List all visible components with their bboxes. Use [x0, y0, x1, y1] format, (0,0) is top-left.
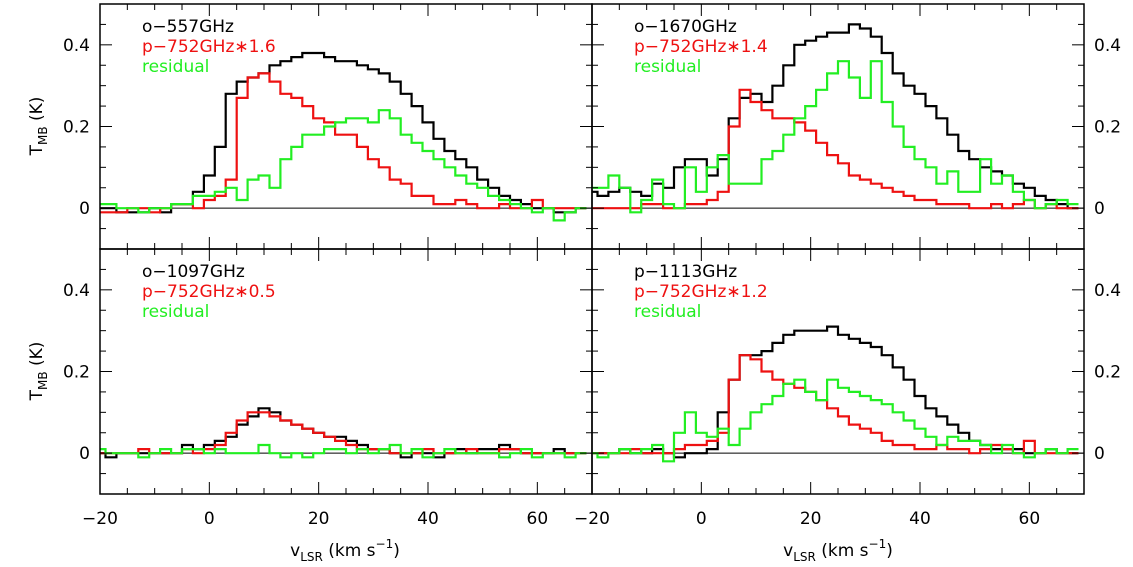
y-tick-label: 0: [1094, 199, 1105, 219]
series-line-red: [592, 354, 1079, 455]
y-tick-label: 0: [79, 444, 90, 464]
panels-layer: 00.20.4o−557GHzp−752GHz∗1.6residual00.20…: [63, 3, 1121, 529]
legend-entry: residual: [142, 57, 209, 77]
series-line-green: [100, 109, 587, 222]
series-line-green: [100, 443, 587, 459]
legend-entry: p−752GHz∗0.5: [142, 282, 276, 302]
legend-entry: residual: [634, 57, 701, 77]
y-tick-label: 0.2: [1094, 363, 1121, 383]
legend-entry: o−557GHz: [142, 17, 234, 37]
legend-entry: residual: [142, 302, 209, 322]
x-tick-label: 0: [204, 509, 215, 529]
legend-entry: p−752GHz∗1.4: [634, 37, 768, 57]
y-tick-label: 0.2: [1094, 118, 1121, 138]
x-tick-label: 0: [696, 509, 707, 529]
x-tick-label: 40: [909, 509, 931, 529]
legend-entry: p−752GHz∗1.2: [634, 282, 768, 302]
panel-bottom-left: 0 0.2 0.4 −20 0 20 40 60 o−1097GHzp−752GHz∗0.5re…: [63, 248, 593, 529]
series-line-black: [592, 325, 1079, 459]
x-axis-title: vLSR (km s−1): [290, 537, 400, 564]
x-axis-title: vLSR (km s−1): [783, 537, 893, 564]
y-tick-label: 0: [1094, 444, 1105, 464]
y-axis-title: TMB (K): [27, 97, 50, 157]
legend-entry: p−752GHz∗1.6: [142, 37, 276, 57]
x-tick-label: 60: [1019, 509, 1041, 529]
series-line-red: [592, 88, 1079, 210]
legend-entry: residual: [634, 302, 701, 322]
y-axis-title: TMB (K): [27, 342, 50, 402]
legend-entry: o−1670GHz: [634, 17, 737, 37]
x-tick-label: 40: [417, 509, 439, 529]
series-line-green: [592, 60, 1079, 214]
y-tick-label: 0.4: [63, 36, 90, 56]
y-tick-label: 0: [79, 199, 90, 219]
x-tick-label: −20: [574, 509, 610, 529]
x-tick-label: 20: [800, 509, 822, 529]
x-tick-label: 60: [527, 509, 549, 529]
y-tick-label: 0.4: [1094, 281, 1121, 301]
series-line-black: [592, 23, 1079, 210]
legend-entry: p−1113GHz: [634, 262, 737, 282]
x-tick-label: 20: [308, 509, 330, 529]
y-tick-label: 0.4: [63, 281, 90, 301]
series-line-red: [100, 72, 587, 214]
panel-bottom-right: 0 0.2 0.4 −20 0 20 40 60 p−1113GHzp−752GHz∗1.2re…: [574, 248, 1121, 529]
series-line-green: [592, 378, 1079, 463]
legend-entry: o−1097GHz: [142, 262, 245, 282]
y-tick-label: 0.2: [63, 118, 90, 138]
series-line-red: [100, 411, 587, 455]
x-tick-label: −20: [82, 509, 118, 529]
y-tick-label: 0.2: [63, 363, 90, 383]
y-tick-label: 0.4: [1094, 36, 1121, 56]
